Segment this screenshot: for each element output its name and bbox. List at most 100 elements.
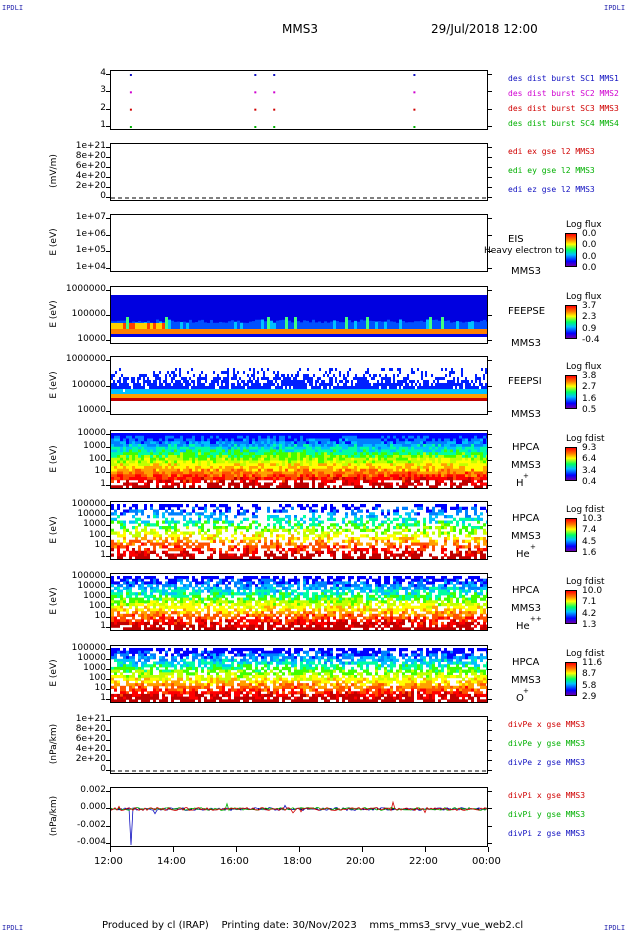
spectrogram-cell (453, 517, 456, 521)
spectrogram-cell (174, 474, 177, 478)
spectrogram-cell (309, 553, 312, 557)
spectrogram-cell (285, 463, 288, 467)
spectrogram-cell (483, 474, 486, 478)
spectrogram-cell (459, 474, 462, 478)
spectrogram-cell (282, 463, 285, 467)
spectrogram-cell (209, 383, 211, 386)
spectrogram-cell (312, 479, 315, 483)
spectrogram-cell (141, 537, 144, 541)
spectrogram-cell (186, 474, 189, 478)
ytick-mark-right (488, 157, 492, 158)
spectrogram-cell (414, 517, 417, 521)
spectrogram-cell (459, 463, 462, 467)
spectrogram-cell (294, 523, 297, 527)
spectrogram-cell (327, 550, 330, 554)
spectrogram-cell (385, 389, 387, 392)
spectrogram-cell (401, 380, 403, 383)
spectrogram-cell (329, 368, 331, 371)
spectrogram-cell (138, 433, 141, 437)
spectrogram-cell (246, 517, 249, 521)
spectrogram-cell (282, 444, 285, 448)
spectrogram-cell (480, 446, 483, 450)
spectrogram-cell (348, 477, 351, 481)
spectrogram-cell (156, 474, 159, 478)
spectrogram-cell (270, 482, 273, 486)
spectrogram-cell (213, 377, 215, 380)
spectrogram-cell (267, 485, 270, 488)
spectrogram-cell (252, 545, 255, 549)
ytick-label: 1 (100, 479, 106, 489)
spectrogram-cell (228, 523, 231, 527)
spectrogram-cell (229, 392, 231, 395)
spectrogram-cell (192, 468, 195, 472)
ytick-label: 10000 (77, 334, 106, 344)
spectrogram-cell (480, 556, 483, 559)
spectrogram-cell (480, 553, 483, 557)
spectrogram-cell (120, 435, 123, 439)
spectrogram-cell (375, 383, 377, 386)
spectrogram-cell (177, 512, 180, 516)
spectrogram-cell (339, 545, 342, 549)
spectrogram-cell (255, 509, 258, 513)
spectrogram-cell (183, 479, 186, 483)
spectrogram-cell (123, 537, 126, 541)
spectrogram-cell (120, 463, 123, 467)
spectrogram-cell (261, 463, 264, 467)
spectrogram-cell (237, 433, 240, 437)
spectrogram-cell (156, 539, 159, 543)
spectrogram-cell (405, 537, 408, 541)
spectrogram-cell (135, 504, 138, 508)
spectrogram-cell (156, 455, 159, 459)
spectrogram-cell (264, 485, 267, 488)
spectrogram-cell (171, 320, 174, 329)
spectrogram-cell (321, 537, 324, 541)
spectrogram-cell (211, 380, 213, 383)
spectrogram-cell (480, 441, 483, 445)
spectrogram-cell (300, 542, 303, 546)
spectrogram-cell (303, 515, 306, 519)
spectrogram-cell (239, 383, 241, 386)
spectrogram-cell (363, 466, 366, 470)
spectrogram-cell (330, 455, 333, 459)
spectrogram-cell (315, 380, 317, 383)
spectrogram-cell (156, 520, 159, 524)
spectrogram-cell (210, 479, 213, 483)
spectrogram-cell (408, 528, 411, 532)
spectrogram-cell (477, 449, 480, 453)
spectrogram-cell (312, 482, 315, 486)
spectrogram-cell (366, 468, 369, 472)
spectrogram-cell (306, 553, 309, 557)
spectrogram-cell (141, 435, 144, 439)
ytick-label: 100 (88, 529, 106, 540)
spectrogram-band (111, 329, 487, 334)
spectrogram-cell (132, 433, 135, 437)
spectrogram-cell (297, 449, 300, 453)
ytick-mark-right (488, 385, 492, 387)
spectrogram-cell (135, 531, 138, 535)
spectrogram-cell (303, 392, 305, 395)
spectrogram-cell (360, 477, 363, 481)
spectrogram-cell (213, 463, 216, 467)
spectrogram-cell (301, 392, 303, 395)
spectrogram-cell (199, 389, 201, 392)
spectrogram-cell (393, 438, 396, 442)
spectrogram-cell (168, 556, 171, 559)
spectrogram-cell (444, 553, 447, 557)
spectrogram-cell (183, 380, 185, 383)
spectrogram-cell (301, 383, 303, 386)
spectrogram-cell (375, 389, 377, 392)
spectrogram-cell (167, 386, 169, 389)
spectrogram-cell (257, 380, 259, 383)
spectrogram-cell (300, 446, 303, 450)
spectrogram-cell (223, 392, 225, 395)
spectrogram-cell (259, 389, 261, 392)
spectrogram-cell (219, 528, 222, 532)
spectrogram-cell (360, 449, 363, 453)
spectrogram-cell (219, 517, 222, 521)
spectrogram-cell (305, 374, 307, 377)
spectrogram-cell (408, 550, 411, 554)
spectrogram-cell (378, 455, 381, 459)
spectrogram-cell (111, 506, 114, 510)
spectrogram-cell (474, 553, 477, 557)
spectrogram-cell (363, 438, 366, 442)
